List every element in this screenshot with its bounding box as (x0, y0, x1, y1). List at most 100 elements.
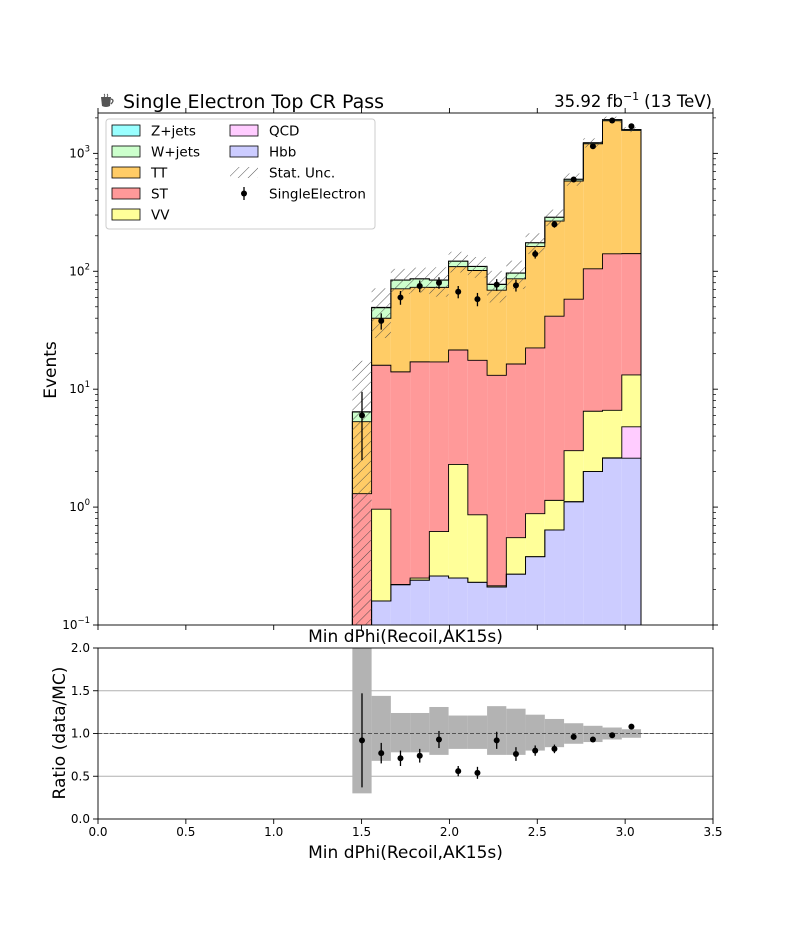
ratio-y-tick-label-2: 1.0 (71, 727, 90, 741)
bar-st-bin-1 (371, 365, 391, 510)
bar-vv-bin-12 (583, 411, 603, 472)
legend-swatch-qcd (229, 124, 259, 137)
data-point-13 (609, 117, 616, 124)
bar-hbb-bin-2 (390, 584, 411, 625)
plot-title: Single Electron Top CR Pass (123, 91, 384, 113)
bar-tt-bin-7 (487, 290, 507, 376)
bar-st-bin-10 (544, 316, 565, 501)
legend-swatch-tt (111, 166, 141, 179)
bar-hbb-bin-5 (448, 578, 468, 625)
ratio-point-5 (455, 768, 462, 775)
legend-swatch-stat-unc- (230, 167, 258, 178)
data-point-10 (551, 221, 558, 228)
ratio-y-tick-label-4: 2.0 (71, 641, 90, 655)
bar-hbb-bin-1 (371, 600, 391, 625)
bar-st-bin-6 (467, 360, 488, 515)
ratio-point-10 (551, 745, 558, 752)
lumi-value: 35.92 fb (554, 92, 623, 111)
data-point-3 (416, 283, 423, 290)
stat-unc-hatch-bin-3 (410, 267, 430, 293)
ratio-x-tick-label-7: 3.5 (703, 825, 722, 839)
legend-label-z-jets: Z+jets (151, 124, 196, 140)
ratio-point-3 (416, 752, 423, 759)
bar-st-bin-11 (564, 299, 584, 451)
bar-hbb-bin-10 (544, 529, 565, 625)
bar-st-bin-12 (583, 268, 603, 412)
step-line-st (351, 253, 642, 625)
data-point-9 (532, 251, 539, 258)
bar-vv-bin-6 (467, 514, 488, 583)
legend-label-vv: VV (151, 208, 170, 224)
legend-swatch-st (111, 187, 141, 200)
bar-vv-bin-4 (429, 531, 449, 577)
main-y-tick-label-0: 10−1 (62, 616, 90, 632)
data-point-11 (570, 176, 577, 183)
main-y-tick-label-1: 100 (69, 498, 90, 514)
ratio-point-0 (358, 737, 365, 744)
stat-unc-hatch-bin-2 (390, 268, 411, 294)
ratio-unc-band-bin-7 (487, 706, 507, 755)
bar-hbb-bin-9 (525, 556, 545, 625)
bar-vv-bin-5 (448, 464, 468, 579)
data-point-8 (512, 282, 519, 289)
ratio-y-tick-label-1: 0.5 (71, 769, 90, 783)
legend-swatch-hbb (229, 145, 259, 158)
data-point-0 (358, 412, 365, 419)
bar-tt-bin-12 (583, 143, 603, 269)
bar-st-bin-2 (390, 371, 411, 585)
bar-st-bin-7 (487, 375, 507, 586)
ratio-point-12 (589, 736, 596, 743)
bar-tt-bin-3 (410, 287, 430, 362)
ratio-unc-band-bin-3 (410, 712, 430, 753)
bar-tt-bin-4 (429, 287, 449, 362)
legend-label-stat-unc-: Stat. Unc. (269, 166, 335, 182)
stat-unc-hatch-bin-0 (352, 360, 372, 625)
stat-unc-hatch-bin-10 (544, 209, 565, 227)
ratio-unc-band-bin-14 (621, 729, 642, 738)
main-y-tick-label-3: 102 (69, 262, 90, 278)
stat-unc-hatch-bin-1 (371, 288, 391, 338)
bar-hbb-bin-7 (487, 587, 507, 625)
bar-st-bin-5 (448, 349, 468, 465)
ratio-point-9 (532, 747, 539, 754)
bar-vv-bin-8 (506, 537, 526, 575)
bar-vv-bin-1 (371, 509, 391, 601)
ratio-unc-band-bin-8 (506, 708, 526, 755)
title-group: Single Electron Top CR Pass (101, 91, 384, 113)
bar-tt-bin-11 (564, 181, 584, 300)
main-x-axis-label: Min dPhi(Recoil,AK15s) (308, 627, 503, 647)
main-y-tick-label-2: 101 (69, 380, 90, 396)
ratio-x-axis-label: Min dPhi(Recoil,AK15s) (308, 843, 503, 863)
bar-hbb-bin-12 (583, 471, 603, 625)
ratio-point-4 (435, 736, 442, 743)
legend-swatch-w-jets (111, 145, 141, 158)
bar-tt-bin-5 (448, 266, 468, 350)
ratio-x-tick-label-2: 1.0 (264, 825, 283, 839)
energy-label: (13 TeV) (644, 92, 712, 111)
ratio-x-tick-label-3: 1.5 (352, 825, 371, 839)
ratio-point-8 (512, 751, 519, 758)
stat-unc-hatch-bin-5 (448, 251, 468, 273)
bar-tt-bin-14 (621, 130, 642, 254)
bar-tt-bin-8 (506, 278, 526, 365)
ratio-unc-band-bin-6 (467, 715, 488, 749)
legend-label-w-jets: W+jets (151, 145, 200, 161)
bar-vv-bin-3 (410, 578, 430, 581)
bar-tt-bin-9 (525, 246, 545, 348)
data-point-5 (455, 288, 462, 295)
bar-qcd-bin-14 (621, 426, 642, 459)
ratio-point-11 (570, 733, 577, 740)
bar-vv-bin-14 (621, 374, 642, 427)
bar-st-bin-4 (429, 361, 449, 532)
bar-hbb-bin-11 (564, 501, 584, 625)
data-point-1 (378, 317, 385, 324)
legend-label-singleelectron: SingleElectron (269, 187, 366, 203)
ratio-x-tick-label-4: 2.0 (440, 825, 459, 839)
stat-unc-hatch-bin-9 (525, 233, 545, 255)
data-point-14 (628, 123, 635, 130)
legend-marker-singleelectron (241, 190, 247, 197)
ratio-x-tick-label-6: 3.0 (616, 825, 635, 839)
bar-vv-bin-7 (487, 585, 507, 588)
data-point-6 (474, 296, 481, 303)
